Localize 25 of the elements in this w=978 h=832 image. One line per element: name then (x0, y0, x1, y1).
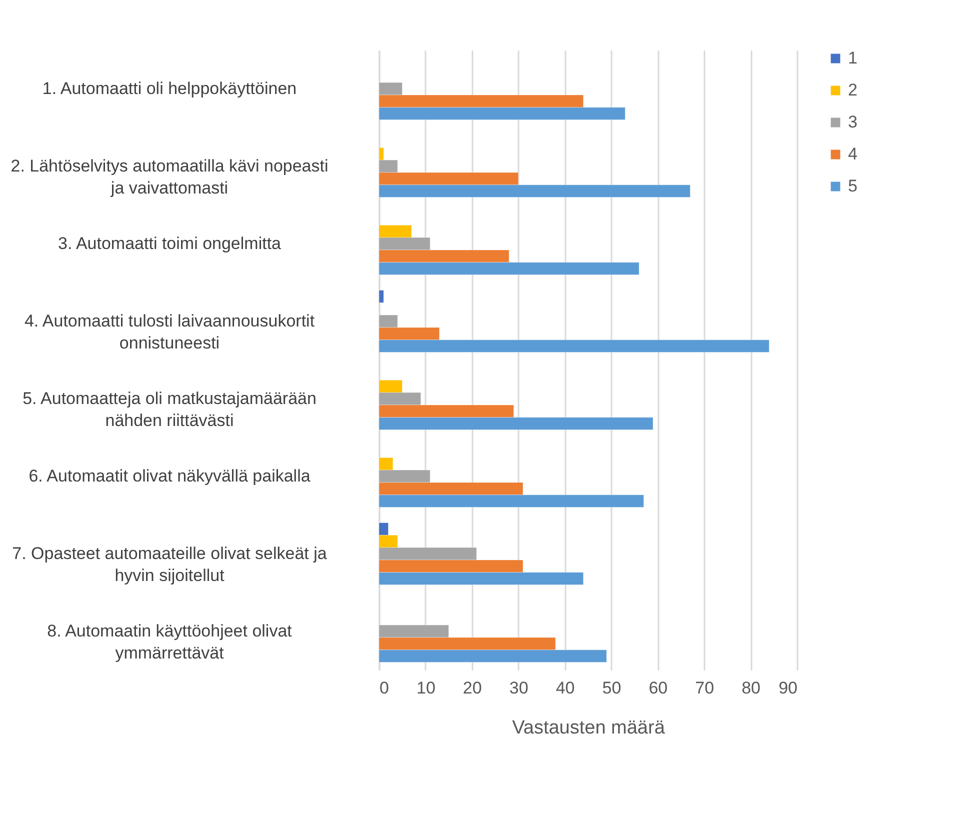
legend-label: 2 (848, 80, 858, 100)
legend-label: 3 (848, 112, 858, 132)
x-tick-label: 0 (380, 678, 389, 698)
y-tick-label: 8. Automaatin käyttöohjeet olivat ymmärrettävät (47, 621, 292, 662)
x-tick-label: 50 (602, 678, 622, 698)
legend-label: 5 (848, 176, 858, 196)
x-tick-label: 70 (695, 678, 714, 698)
x-tick-label: 10 (416, 678, 436, 698)
x-tick-label: 30 (509, 678, 528, 698)
y-tick-label: 5. Automaatteja oli matkustajamäärään nähden riittävästi (22, 388, 316, 430)
legend-label: 1 (848, 48, 858, 68)
y-tick-label: 4. Automaatti tulosti laivaannousukortit onnistuneesti (24, 311, 315, 352)
x-tick-label: 40 (556, 678, 575, 698)
y-tick-label: 3. Automaatti toimi ongelmitta (58, 234, 282, 253)
x-axis-title: Vastausten määrä (512, 718, 666, 738)
y-tick-label: 2. Lähtöselvitys automaatilla kävi nopeasti ja vaivattomasti (10, 156, 328, 198)
legend-label: 4 (848, 144, 858, 164)
bar (378, 290, 384, 303)
y-tick-label: 1. Automaatti oli helppokäyttöinen (42, 78, 297, 98)
x-tick-label: 80 (742, 678, 761, 698)
y-tick-label: 7. Opasteet automaateille olivat selkeät ja hyvin sijoitellut (12, 544, 328, 585)
x-tick-label: 90 (778, 678, 798, 698)
x-tick-label: 60 (648, 678, 668, 698)
y-tick-label: 6. Automaatit olivat näkyvällä paikalla (28, 466, 311, 486)
x-tick-label: 20 (462, 678, 482, 698)
